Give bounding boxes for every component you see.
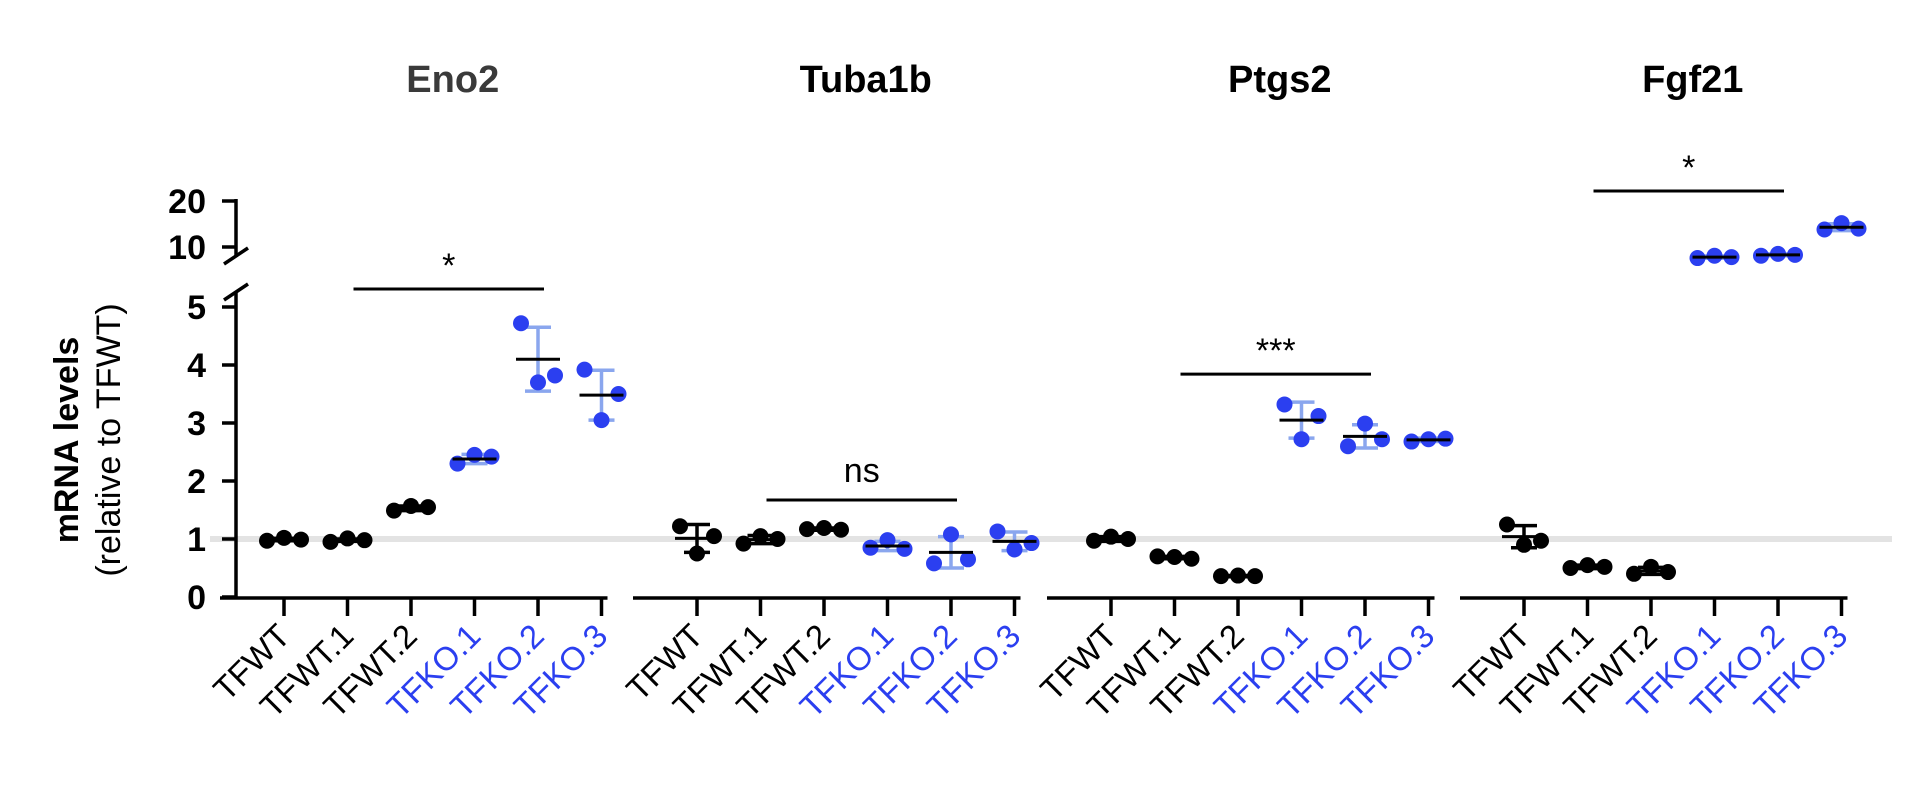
data-point [862,539,879,556]
y-axis-break-mark [223,282,249,302]
data-point [1643,558,1659,575]
y-tick-label: 4 [187,347,206,385]
data-point [513,315,529,332]
y-axis-label: mRNA levels [48,337,86,544]
data-point [576,361,593,378]
data-point [1310,408,1327,425]
data-point [879,532,896,549]
data-point [1403,433,1420,450]
data-point [593,412,610,429]
data-point [1086,532,1102,549]
significance-label: *** [1256,332,1296,370]
data-point [1626,565,1642,582]
data-point [1293,431,1310,448]
y-axis-break-mark [223,246,249,266]
panel-title: Ptgs2 [1228,59,1331,101]
data-point [1499,516,1515,533]
data-point [1516,536,1532,553]
data-point [466,446,483,463]
data-point [672,518,688,535]
panel-ptgs2: Ptgs2TFWTTFWT.1TFWT.2TFKO.1TFKO.2TFKO.3*… [1033,59,1454,725]
y-axis: 0 1 2 3 4 5 10 20 [168,183,249,617]
data-point [403,497,419,514]
data-point [1006,541,1023,558]
data-point [706,528,722,545]
data-point [989,523,1006,540]
data-point [1816,221,1833,238]
plot-area: 0 1 2 3 4 5 10 20Eno2TFWTTFWT.1TFWT.2TFKO.1TFKO… [168,59,1892,725]
data-point [322,533,339,550]
data-point [896,540,913,557]
data-point [1276,396,1293,413]
data-point [1579,557,1596,574]
data-point [689,545,705,562]
y-tick-label: 3 [187,405,206,443]
significance-label: * [1682,149,1695,187]
y-tick-label: 10 [168,229,206,267]
significance-label: * [442,247,455,285]
y-tick-label: 1 [187,521,206,559]
y-axis-sublabel: (relative to TFWT) [90,303,128,576]
panel-title: Fgf21 [1642,59,1743,101]
panel-title: Tuba1b [800,59,932,101]
data-point [943,526,959,543]
data-point [1340,438,1356,455]
data-point [1374,431,1390,448]
data-point [1023,535,1040,552]
data-point [276,529,292,546]
data-point [1357,415,1373,432]
significance-label: ns [844,452,880,490]
data-point [926,555,942,572]
y-tick-label: 0 [187,579,206,617]
data-point [386,502,402,519]
y-tick-label: 5 [187,289,206,327]
y-axis-label-group: mRNA levels (relative to TFWT) [48,303,128,576]
panel-tuba1b: Tuba1bTFWTTFWT.1TFWT.2TFKO.1TFKO.2TFKO.3… [619,59,1040,725]
data-point [339,530,356,547]
data-point [1103,528,1119,545]
data-point [530,374,546,391]
data-point [735,535,752,552]
data-point [1533,532,1549,549]
y-tick-label: 20 [168,183,206,221]
data-point [547,367,563,384]
data-point [752,528,769,545]
data-point [960,551,976,568]
panel-title: Eno2 [406,59,499,101]
data-point [483,448,500,465]
y-tick-label: 2 [187,463,206,501]
